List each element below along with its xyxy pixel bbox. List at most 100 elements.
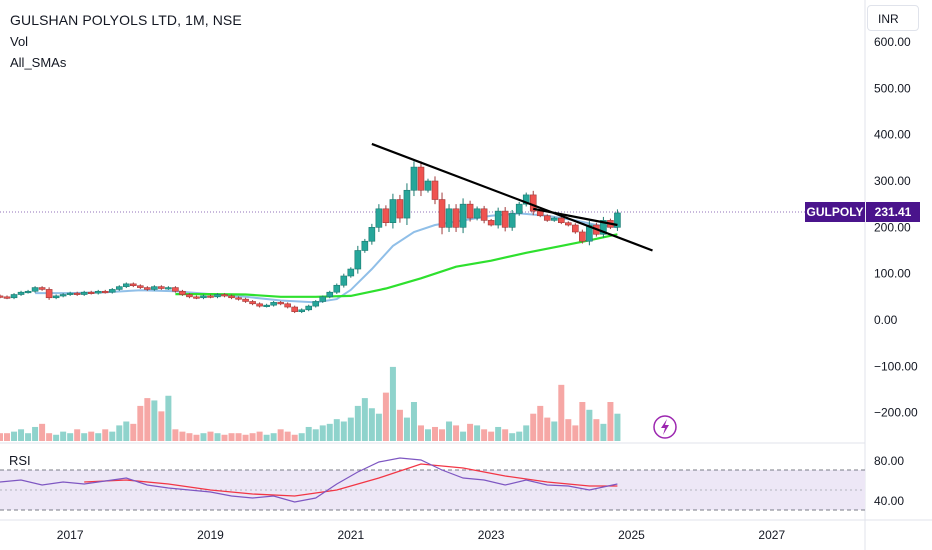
volume-bar <box>144 398 151 441</box>
rsi-label[interactable]: RSI <box>9 453 31 468</box>
candle-body <box>0 295 4 298</box>
candle-body <box>459 203 467 228</box>
candle-body <box>445 208 453 228</box>
volume-bar <box>460 431 467 441</box>
volume-bar <box>340 421 347 441</box>
candle-body <box>130 283 137 287</box>
candle-body <box>340 275 348 286</box>
volume-bar <box>298 433 305 441</box>
candle-body <box>45 289 53 299</box>
volume-bar <box>368 408 375 441</box>
sma-line-green <box>175 233 618 298</box>
candle-body <box>473 208 481 219</box>
volume-bar <box>256 431 263 441</box>
volume-bar <box>523 425 530 441</box>
volume-bar <box>446 421 453 441</box>
volume-bar <box>74 429 81 441</box>
volume-bar <box>46 433 53 441</box>
currency-selector[interactable]: INR <box>867 5 919 31</box>
candle-body <box>361 240 369 251</box>
volume-bar <box>39 423 46 441</box>
indicator-vol[interactable]: Vol <box>10 34 29 49</box>
volume-bar <box>382 392 389 441</box>
rsi-tick-label: 40.00 <box>874 494 904 508</box>
volume-bar <box>88 431 95 441</box>
trendline <box>533 207 618 227</box>
price-axis-ticks: 600.00 500.00 400.00 300.00 200.00 100.00 0.00… <box>874 35 918 420</box>
volume-bar <box>354 405 361 441</box>
candle-body <box>59 294 67 297</box>
volume-bar <box>249 433 256 441</box>
price-tick-label: 400.00 <box>874 128 911 142</box>
candle-body <box>73 292 81 295</box>
candle-body <box>326 291 334 298</box>
candle-body <box>403 189 411 219</box>
volume-bar <box>18 429 25 441</box>
volume-bar <box>551 421 558 441</box>
candle-body <box>200 295 207 299</box>
candle-body <box>207 295 214 298</box>
candle-body <box>543 215 551 221</box>
volume-bar <box>53 434 60 441</box>
candle-body <box>249 301 256 305</box>
volume-bar <box>186 433 193 441</box>
volume-bar <box>495 426 502 441</box>
volume-bar <box>291 434 298 441</box>
candle-body <box>38 287 46 290</box>
candle-body <box>80 291 88 295</box>
volume-bar <box>326 423 333 441</box>
candle-body <box>431 180 439 200</box>
volume-bar <box>614 413 621 441</box>
price-tick-label: −100.00 <box>874 359 918 373</box>
candle-body <box>480 208 488 221</box>
candle-body <box>256 303 263 307</box>
candle-body <box>137 285 144 288</box>
candle-body <box>291 306 298 312</box>
candle-body <box>277 302 284 305</box>
candle-body <box>193 296 200 299</box>
candle-body <box>396 199 404 219</box>
volume-bar <box>32 426 39 441</box>
volume-bar <box>565 419 572 441</box>
volume-bar <box>347 417 354 441</box>
volume-bar <box>137 405 144 441</box>
volume-bar <box>389 366 396 441</box>
chart-title[interactable]: GULSHAN POLYOLS LTD, 1M, NSE <box>10 12 242 28</box>
candle-body <box>228 295 235 299</box>
time-tick-label: 2021 <box>337 528 364 542</box>
volume-bar <box>516 431 523 441</box>
indicator-smas[interactable]: All_SMAs <box>10 55 67 70</box>
candle-body <box>122 283 130 287</box>
candle-body <box>165 287 172 290</box>
rsi-ma-line <box>84 463 618 497</box>
candle-body <box>417 166 425 191</box>
volume-bar <box>579 402 586 441</box>
candle-body <box>66 292 74 295</box>
candle-body <box>144 287 151 290</box>
lightning-icon[interactable] <box>653 415 677 439</box>
candle-body <box>305 305 313 311</box>
volume-bar <box>207 431 214 441</box>
volume-bar <box>488 431 495 441</box>
volume-bar <box>361 398 368 441</box>
time-tick-label: 2023 <box>478 528 505 542</box>
candle-body <box>347 268 355 277</box>
candle-body <box>221 294 228 297</box>
candle-body <box>319 296 327 302</box>
candle-body <box>368 227 376 242</box>
time-axis-ticks: 2017 2019 2021 2023 2025 2027 <box>57 528 786 542</box>
volume-bar <box>333 419 340 441</box>
volume-bar <box>200 433 207 441</box>
volume-bar <box>284 431 291 441</box>
candles <box>0 161 621 314</box>
price-tick-label: 200.00 <box>874 220 911 234</box>
candle-body <box>172 287 179 292</box>
candle-body <box>572 224 579 233</box>
time-tick-label: 2019 <box>197 528 224 542</box>
candle-body <box>614 212 621 228</box>
volume-bar <box>221 434 228 441</box>
candle-body <box>550 217 558 221</box>
trendlines <box>371 142 653 252</box>
price-tick-label: 300.00 <box>874 174 911 188</box>
volume-bars <box>0 366 621 441</box>
